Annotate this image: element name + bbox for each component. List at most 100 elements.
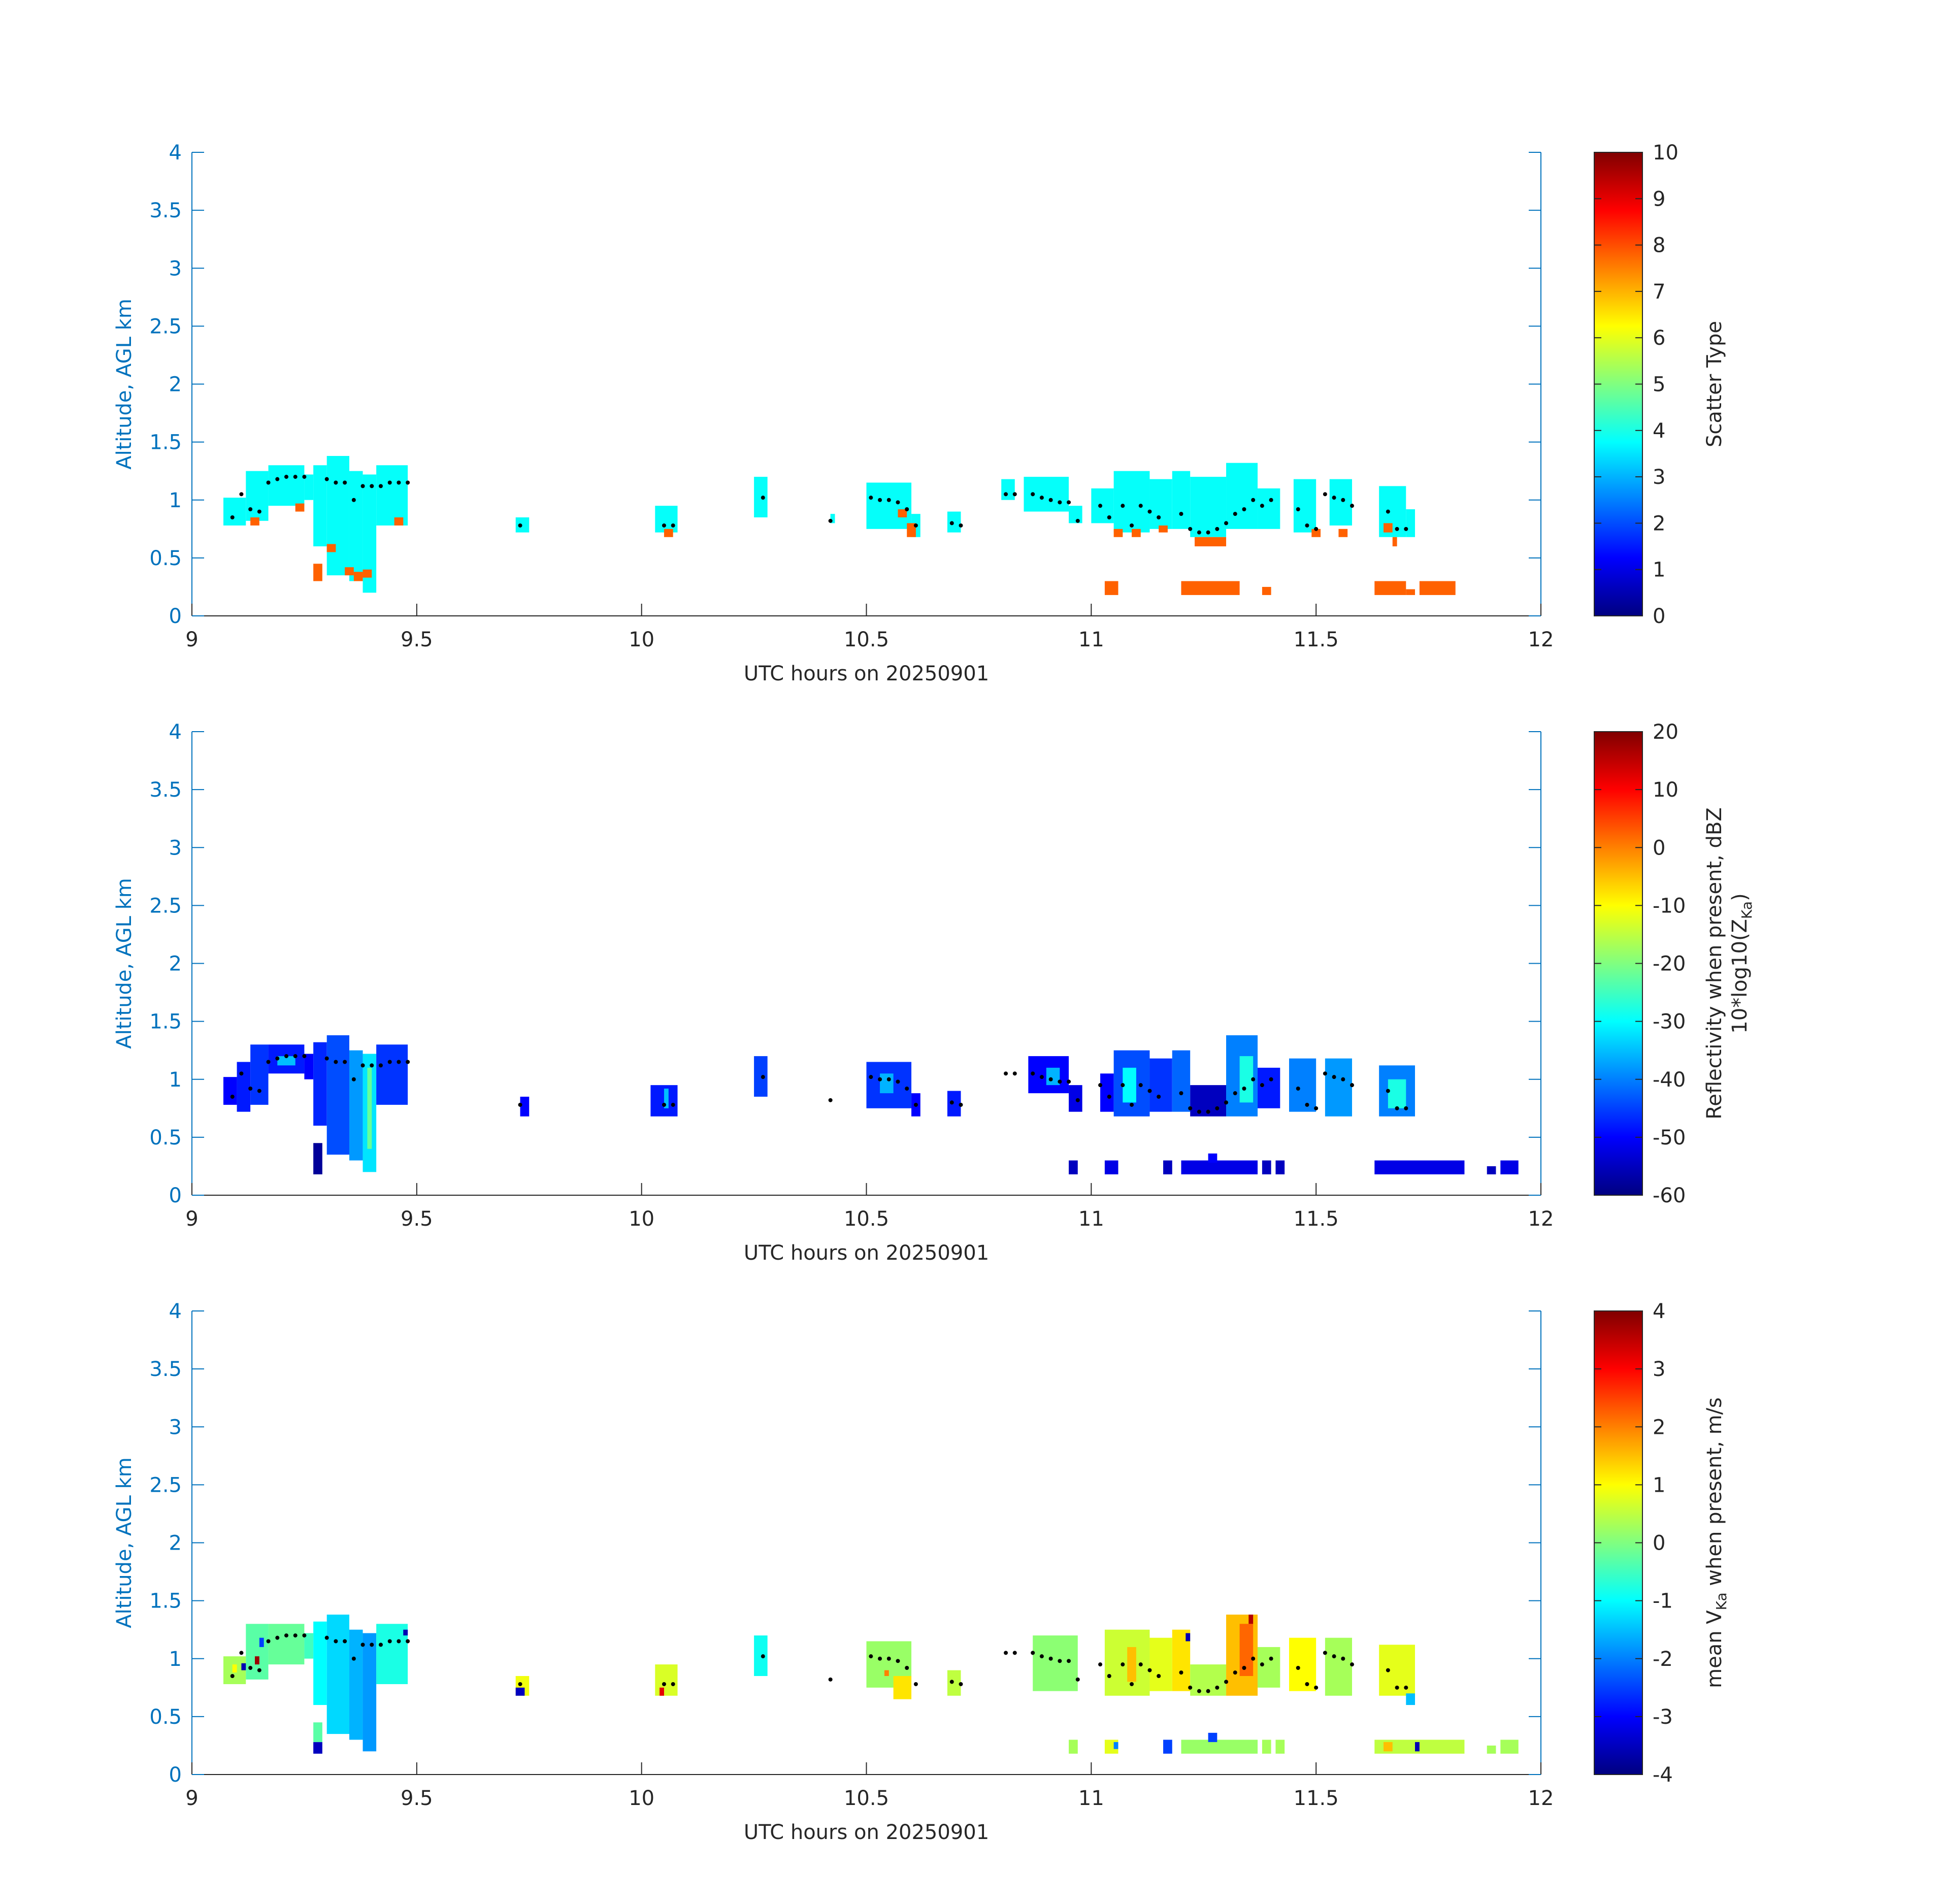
- heatmap-cell: [254, 1656, 259, 1665]
- cloud-base-marker: [351, 1656, 356, 1661]
- y-tick-label: 1: [169, 1068, 182, 1092]
- cloud-base-marker: [378, 1643, 383, 1647]
- cloud-base-marker: [1224, 1100, 1229, 1105]
- heatmap-cell: [363, 569, 372, 578]
- y-tick-label: 4: [169, 720, 182, 744]
- cloud-base-marker: [334, 1639, 338, 1644]
- cloud-base-marker: [397, 1060, 401, 1064]
- x-tick-label: 10.5: [844, 628, 889, 651]
- cloud-base-marker: [324, 1056, 329, 1061]
- heatmap-cell: [363, 1633, 377, 1752]
- cloud-base-marker: [828, 1677, 833, 1682]
- cloud-base-marker: [886, 498, 891, 502]
- cloud-base-marker: [1098, 1083, 1103, 1088]
- x-tick-label: 12: [1528, 1207, 1554, 1231]
- cloud-base-marker: [360, 484, 365, 488]
- heatmap-cell: [394, 517, 404, 526]
- y-axis-label: Altitude, AGL km: [113, 878, 136, 1049]
- heatmap-cells: [223, 1615, 1519, 1754]
- cloud-base-marker: [905, 1666, 909, 1670]
- cloud-base-marker: [828, 1098, 833, 1102]
- heatmap-cell: [655, 506, 678, 533]
- y-tick-label: 4: [169, 1300, 182, 1323]
- cloud-base-marker: [671, 1102, 675, 1107]
- cloud-base-marker: [302, 1633, 307, 1638]
- colorbar-tick-label: 5: [1653, 373, 1665, 397]
- y-tick-label: 0: [169, 605, 182, 628]
- heatmap-cell: [1104, 1629, 1150, 1696]
- heatmap-cell: [1104, 581, 1118, 595]
- cloud-base-marker: [1179, 512, 1183, 516]
- heatmap-cell: [313, 465, 327, 547]
- heatmap-cell: [313, 1143, 322, 1174]
- heatmap-cell: [367, 1067, 372, 1149]
- cloud-base-marker: [1233, 512, 1237, 516]
- y-tick-label: 2: [169, 373, 182, 397]
- heatmap-cell: [1258, 1647, 1280, 1688]
- cloud-base-marker: [343, 1639, 347, 1644]
- heatmap-cell: [1487, 1166, 1496, 1174]
- y-tick-label: 1.5: [149, 1590, 182, 1613]
- heatmap-cell: [1149, 1058, 1172, 1112]
- x-tick-label: 10.5: [844, 1207, 889, 1231]
- colorbar-tick-label: -60: [1653, 1184, 1686, 1207]
- colorbar-tick-label: -2: [1653, 1648, 1673, 1671]
- heatmap-cell: [1127, 1647, 1136, 1682]
- cloud-base-marker: [1031, 492, 1035, 497]
- cloud-base-marker: [1341, 1077, 1345, 1081]
- colorbar-label-subscript: Ka: [1713, 1592, 1730, 1610]
- cloud-base-marker: [1215, 1106, 1220, 1110]
- cloud-base-marker: [284, 1054, 288, 1059]
- cloud-base-markers: [230, 1054, 1408, 1114]
- cloud-base-marker: [266, 480, 271, 485]
- cloud-base-marker: [406, 1060, 410, 1064]
- cloud-base-marker: [913, 523, 918, 528]
- cloud-base-marker: [257, 509, 261, 514]
- cloud-base-marker: [1260, 1662, 1264, 1667]
- heatmap-cell: [1325, 1058, 1353, 1117]
- cloud-base-marker: [905, 1087, 909, 1091]
- cloud-base-marker: [343, 1060, 347, 1064]
- cloud-base-marker: [1332, 1075, 1336, 1079]
- colorbar-tick-label: -1: [1653, 1590, 1673, 1613]
- heatmap-cell: [1239, 1056, 1254, 1103]
- cloud-base-marker: [302, 1054, 307, 1059]
- cloud-base-marker: [293, 1633, 298, 1638]
- heatmap-cell: [1069, 1160, 1078, 1174]
- cloud-base-marker: [1269, 498, 1273, 502]
- cloud-base-marker: [302, 475, 307, 479]
- cloud-base-marker: [360, 1063, 365, 1068]
- cloud-base-marker: [1039, 1075, 1044, 1079]
- cloud-base-marker: [1157, 1673, 1161, 1678]
- cloud-base-marker: [1075, 518, 1080, 523]
- colorbar-tick-label: 0: [1653, 605, 1665, 628]
- y-tick-label: 1.5: [149, 431, 182, 454]
- heatmap-cell: [515, 517, 530, 533]
- y-axis-label: Altitude, AGL km: [113, 299, 136, 470]
- cloud-base-marker: [828, 518, 833, 523]
- heatmap-cell: [313, 1722, 322, 1743]
- heatmap-cell: [1123, 1067, 1136, 1103]
- cloud-base-marker: [284, 1633, 288, 1638]
- heatmap-cell: [1275, 1160, 1285, 1174]
- x-tick-label: 9: [185, 1787, 198, 1810]
- x-tick-label: 11: [1078, 1787, 1104, 1810]
- cloud-base-marker: [1215, 527, 1220, 531]
- cloud-base-marker: [1075, 1098, 1080, 1102]
- heatmap-cell: [349, 1050, 363, 1161]
- y-tick-label: 0.5: [149, 1126, 182, 1150]
- heatmap-cell: [754, 1056, 768, 1097]
- cloud-base-marker: [949, 1100, 954, 1105]
- cloud-base-marker: [1107, 1094, 1111, 1099]
- cloud-base-marker: [1251, 498, 1256, 502]
- colorbar-tick-label: 9: [1653, 187, 1665, 211]
- x-tick-label: 9: [185, 1207, 198, 1231]
- cloud-base-marker: [275, 477, 280, 481]
- x-tick-label: 10: [629, 628, 654, 651]
- cloud-base-marker: [1404, 1685, 1408, 1690]
- cloud-base-marker: [248, 1666, 253, 1670]
- heatmap-cell: [313, 564, 322, 581]
- cloud-base-marker: [662, 523, 666, 528]
- cloud-base-marker: [1067, 1659, 1071, 1663]
- heatmap-cell: [907, 523, 916, 537]
